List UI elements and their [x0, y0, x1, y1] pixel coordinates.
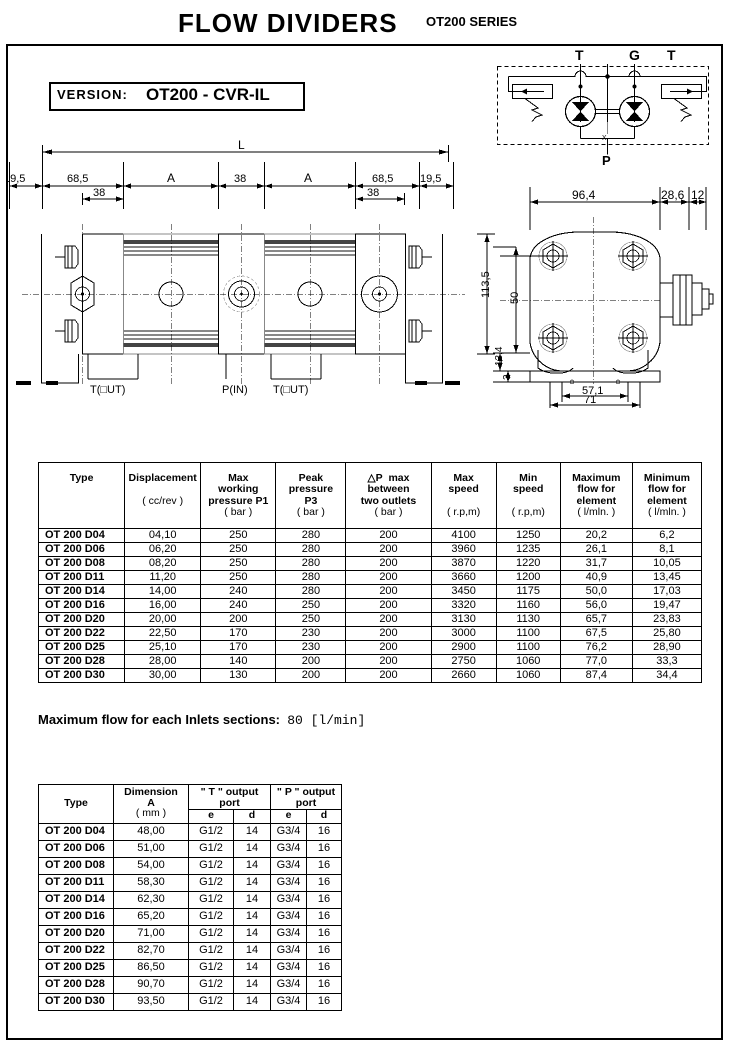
svg-text:3: 3 — [502, 374, 513, 380]
svg-text:96,4: 96,4 — [572, 188, 596, 202]
svg-text:50: 50 — [509, 292, 521, 304]
svg-text:13,4: 13,4 — [494, 346, 505, 366]
svg-text:12: 12 — [691, 188, 705, 202]
svg-text:28,6: 28,6 — [661, 188, 685, 202]
svg-text:71: 71 — [584, 394, 596, 406]
